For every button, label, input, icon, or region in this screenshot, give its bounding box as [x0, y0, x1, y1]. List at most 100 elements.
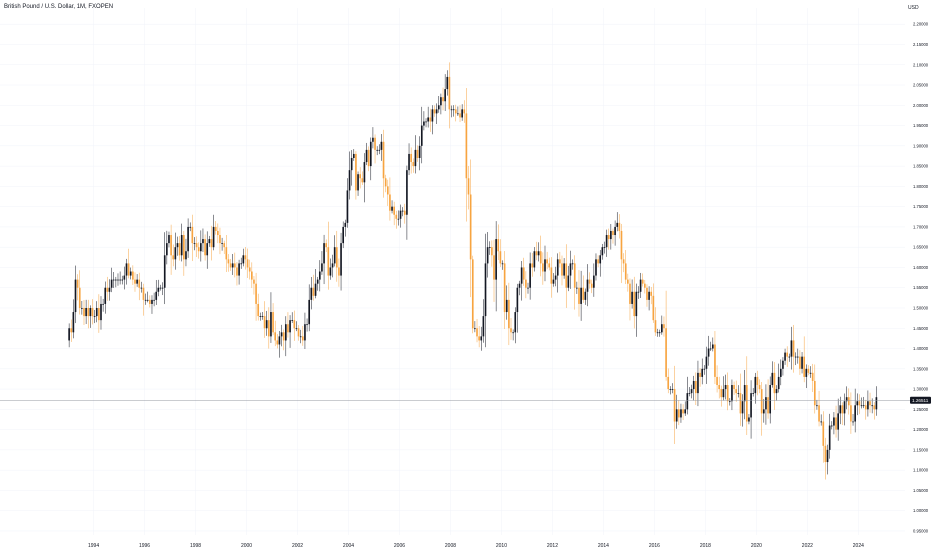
candle-body [875, 397, 878, 410]
y-tick-label: 2.00000 [913, 103, 929, 108]
candle-body [822, 421, 825, 446]
candle [491, 240, 493, 267]
candle-body [287, 324, 289, 333]
candle [837, 398, 839, 441]
candle [157, 279, 160, 297]
candle-body [661, 324, 663, 333]
candle-body [518, 283, 521, 288]
candle-body [397, 218, 400, 220]
candle-body [648, 291, 650, 300]
candle [644, 280, 646, 294]
candle [151, 295, 153, 314]
last-price-badge [910, 396, 931, 404]
candle [227, 254, 230, 272]
candle [788, 353, 791, 362]
candle [444, 74, 446, 112]
candle [242, 248, 245, 267]
candle-body [826, 449, 829, 463]
candle-body [858, 401, 861, 406]
candle [393, 201, 395, 226]
candle-body [546, 259, 548, 264]
candle-body [563, 263, 565, 276]
candle [699, 368, 701, 387]
candle [508, 282, 510, 346]
candle [752, 388, 755, 397]
candle [389, 177, 391, 221]
candle-body [718, 385, 721, 390]
candle-body [163, 255, 166, 288]
candle [329, 258, 332, 280]
candle-body [491, 247, 493, 256]
candle-body [91, 307, 94, 317]
candle-body [593, 275, 595, 288]
candle-body [386, 186, 389, 195]
candle [299, 329, 302, 344]
candle [301, 325, 304, 346]
candle [72, 299, 75, 339]
x-tick-label: 1998 [190, 543, 201, 549]
candle [142, 283, 145, 316]
candle [221, 237, 223, 251]
price-axis[interactable]: 2.20000 2.15000 2.10000 2.05000 2.00000 1.950… [913, 22, 929, 534]
candle [261, 312, 264, 320]
candle-body [622, 259, 625, 264]
candle [869, 392, 871, 413]
candle [709, 341, 712, 351]
candle-body [535, 251, 538, 256]
candle [565, 244, 568, 308]
candle [584, 288, 587, 305]
candle-body [856, 401, 859, 406]
y-tick-label: 1.30000 [913, 387, 929, 392]
candle [108, 279, 111, 301]
candle [263, 301, 266, 338]
candle [539, 235, 542, 277]
candle-body [796, 356, 799, 358]
candle-body [87, 307, 90, 317]
candle-body [843, 401, 846, 414]
candle [202, 228, 204, 252]
candle [573, 255, 576, 310]
candle [306, 318, 308, 332]
candle-body [539, 251, 542, 264]
candle [174, 232, 177, 270]
candle [416, 145, 419, 162]
candle-body [361, 178, 364, 183]
candle [737, 385, 740, 398]
candle-body [304, 324, 306, 341]
y-tick-label: 1.45000 [913, 326, 929, 331]
candle [535, 241, 538, 261]
candle [463, 100, 466, 123]
time-axis[interactable]: 1994 1996 1998 2000 2002 2004 2006 2008 2010 2012… [88, 543, 864, 549]
candle [219, 227, 221, 255]
candle-body [739, 393, 742, 414]
candle [860, 397, 863, 409]
candle [605, 229, 608, 257]
candle [733, 381, 735, 395]
currency-label: USD [908, 5, 919, 11]
candle-body [102, 303, 104, 305]
candle [637, 286, 640, 299]
candle [843, 393, 846, 426]
candle [801, 352, 803, 374]
candle-body [705, 356, 708, 369]
last-price-layer: 1.26511 [0, 396, 931, 404]
candle [210, 225, 213, 261]
candle-body [599, 255, 602, 264]
candle [684, 401, 687, 416]
candle-body [620, 230, 623, 260]
candle-body [799, 356, 801, 369]
candle-body [686, 393, 689, 410]
candle-body [614, 226, 616, 236]
candle-body [193, 243, 196, 244]
candle [663, 316, 665, 337]
candle-body [610, 230, 612, 240]
candle-body [665, 328, 667, 377]
candle [214, 221, 217, 235]
candle-body [775, 389, 778, 394]
candle [467, 165, 470, 210]
candle [527, 282, 529, 294]
candle [578, 270, 580, 317]
candle-body [365, 149, 368, 163]
